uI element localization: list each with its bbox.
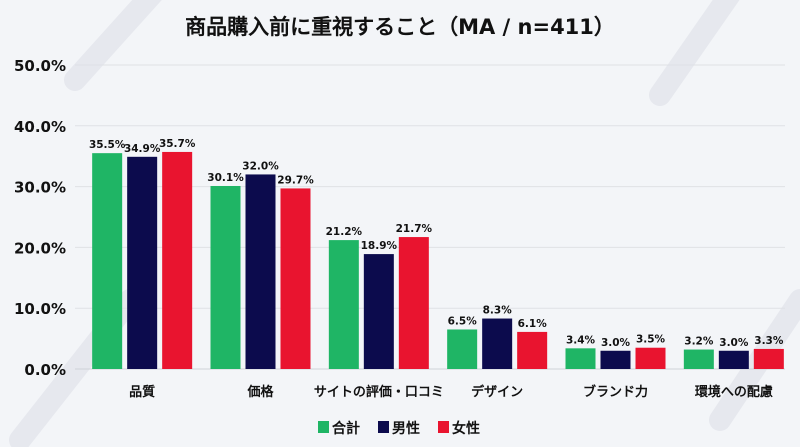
bar <box>210 185 241 369</box>
bar <box>127 156 158 369</box>
data-label: 3.0% <box>719 337 749 349</box>
bar <box>280 188 311 369</box>
legend-swatch <box>378 421 389 433</box>
bar <box>600 350 631 369</box>
data-label: 6.5% <box>448 315 478 327</box>
bar <box>398 237 429 369</box>
y-tick-label: 20.0% <box>14 239 66 257</box>
bar <box>753 348 784 369</box>
bar <box>328 240 359 369</box>
data-label: 32.0% <box>242 160 279 172</box>
bar <box>482 318 513 369</box>
x-tick-label: 品質 <box>129 384 155 400</box>
data-label: 3.0% <box>601 337 631 349</box>
y-tick-label: 40.0% <box>14 118 66 136</box>
data-label: 30.1% <box>207 172 244 184</box>
bar <box>162 151 193 369</box>
x-tick-label: デザイン <box>471 384 523 400</box>
y-tick-label: 30.0% <box>14 179 66 197</box>
data-label: 21.7% <box>396 223 433 235</box>
data-label: 3.3% <box>754 335 784 347</box>
chart-title: 商品購入前に重視すること（MA / n=411） <box>185 15 615 39</box>
legend-label: 男性 <box>392 420 420 437</box>
bar <box>92 153 123 369</box>
x-tick-label: 価格 <box>246 384 274 400</box>
bar <box>363 254 394 369</box>
bar <box>245 174 276 369</box>
legend-swatch <box>438 421 449 433</box>
data-label: 29.7% <box>277 174 314 186</box>
data-label: 35.7% <box>159 138 196 150</box>
y-tick-label: 10.0% <box>14 300 66 318</box>
x-tick-label: 環境への配慮 <box>695 384 773 400</box>
bar <box>718 350 749 369</box>
data-label: 18.9% <box>361 240 398 252</box>
legend-swatch <box>318 421 329 433</box>
data-label: 8.3% <box>483 305 513 317</box>
y-tick-label: 50.0% <box>14 57 66 75</box>
data-label: 3.5% <box>636 334 666 346</box>
legend-label: 合計 <box>332 420 360 437</box>
bar <box>635 347 666 369</box>
bar <box>517 331 548 369</box>
data-label: 35.5% <box>89 139 126 151</box>
data-label: 34.9% <box>124 143 161 155</box>
bar <box>683 349 714 369</box>
data-label: 21.2% <box>326 226 363 238</box>
bar <box>447 329 478 369</box>
legend-label: 女性 <box>452 420 480 437</box>
y-tick-label: 0.0% <box>24 361 66 379</box>
x-tick-label: サイトの評価・口コミ <box>314 384 444 400</box>
data-label: 6.1% <box>518 318 548 330</box>
bar <box>565 348 596 369</box>
data-label: 3.2% <box>684 336 714 348</box>
x-tick-label: ブランド力 <box>583 384 648 400</box>
data-label: 3.4% <box>566 334 596 346</box>
